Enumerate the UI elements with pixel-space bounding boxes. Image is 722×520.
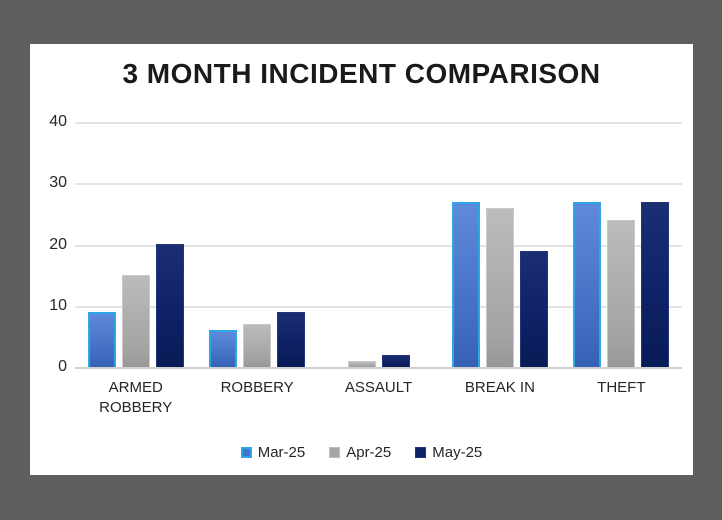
x-label-assault: ASSAULT [344,379,413,396]
x-label-break-in: BREAK IN [464,379,535,396]
bar-may-25-assault [381,355,410,367]
bar-may-25-theft [641,202,670,367]
legend-swatch-apr-25 [329,447,341,458]
legend-swatch-may-25 [415,447,427,458]
bar-apr-25-armed-robbery [121,275,150,367]
gridline-y10 [75,305,682,308]
y-tick-label-30: 30 [49,174,67,192]
bar-apr-25-robbery [243,324,272,367]
bar-groups [75,122,682,367]
bar-may-25-robbery [277,312,306,367]
gridline-y40 [75,122,682,124]
bar-mar-25-theft [573,202,602,367]
x-label-theft: THEFT [597,379,646,396]
legend-label-apr-25: Apr-25 [346,444,392,461]
bar-group-assault [318,122,439,367]
chart-card: 3 MONTH INCIDENT COMPARISON 0 10 20 30 40 AR… [30,44,693,475]
y-tick-label-0: 0 [58,358,67,375]
legend-item-apr-25: Apr-25 [329,444,391,461]
legend-item-mar-25: Mar-25 [240,444,306,461]
x-label-robbery: ROBBERY [220,379,294,396]
legend: Mar-25 Apr-25 May-25 [30,444,693,461]
bar-group-robbery [196,122,317,367]
bar-apr-25-theft [607,220,636,367]
legend-label-may-25: May-25 [432,444,483,461]
bar-group-armed-robbery [75,122,196,367]
gridline-y30 [75,183,682,186]
bar-mar-25-armed-robbery [87,312,116,367]
bar-mar-25-robbery [209,330,238,367]
bar-may-25-break-in [519,251,548,367]
bar-apr-25-break-in [485,208,514,367]
bar-apr-25-assault [347,361,376,367]
bar-group-break-in [439,122,560,367]
bar-may-25-armed-robbery [155,244,184,367]
y-tick-label-40: 40 [49,113,67,130]
x-label-armed-robbery: ARMED ROBBERY [99,379,173,416]
y-axis-tick-labels: 0 10 20 30 40 [30,113,67,375]
legend-item-may-25: May-25 [415,444,482,461]
bar-group-theft [561,122,682,367]
gridline-y20 [75,244,682,247]
gridline-y0 [75,367,682,369]
legend-label-mar-25: Mar-25 [257,444,306,461]
x-axis-category-labels: ARMED ROBBERY ROBBERY ASSAULT BREAK IN THEFT [75,378,682,418]
y-tick-label-10: 10 [49,296,67,314]
chart-title: 3 MONTH INCIDENT COMPARISON [122,58,601,89]
y-tick-label-20: 20 [49,235,67,253]
legend-swatch-mar-25 [240,447,252,458]
plot-area [75,122,682,369]
bar-mar-25-break-in [451,202,480,367]
